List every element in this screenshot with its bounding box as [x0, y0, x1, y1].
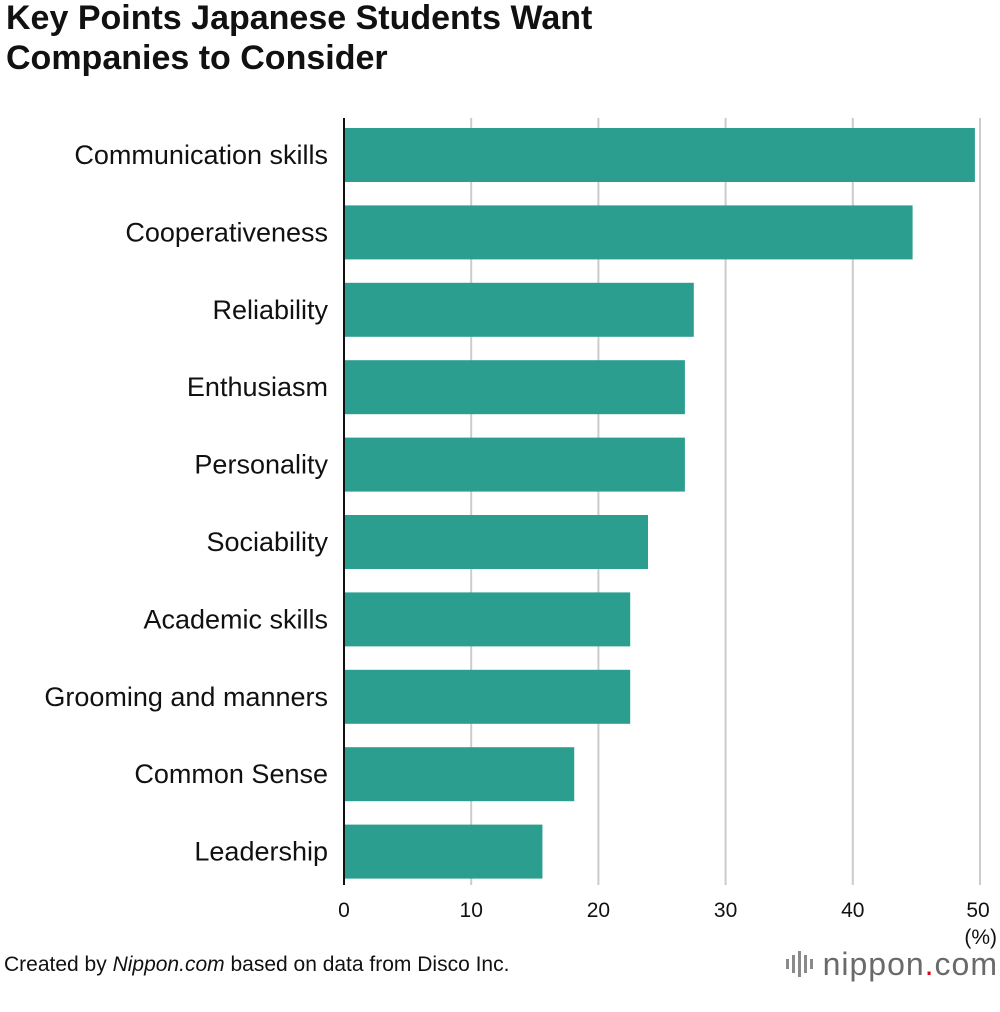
bar-sociability — [344, 515, 649, 569]
x-tick-label-50: 50 — [966, 899, 989, 922]
x-tick-label-10: 10 — [460, 899, 483, 922]
source-credit: Created by Nippon.com based on data from… — [4, 953, 509, 977]
bar-personality — [344, 437, 685, 492]
chart-title-line-2: Companies to Consider — [6, 39, 388, 77]
source-suffix: based on data from Disco Inc. — [224, 953, 510, 976]
bar-leadership — [344, 824, 543, 879]
bar-reliability — [344, 282, 694, 337]
bar-enthusiasm — [344, 360, 685, 415]
x-tick-label-40: 40 — [841, 899, 864, 922]
category-label-personality: Personality — [194, 450, 328, 480]
bar-grooming-and-manners — [344, 669, 631, 724]
category-label-common-sense: Common Sense — [134, 759, 328, 789]
x-tick-label-30: 30 — [714, 899, 737, 922]
chart-title: Key Points Japanese Students Want Compan… — [6, 0, 986, 78]
category-label-cooperativeness: Cooperativeness — [125, 217, 328, 247]
logo-name: nippon — [822, 945, 925, 982]
logo-tld: com — [934, 945, 998, 982]
bar-communication-skills — [344, 128, 975, 182]
category-label-leadership: Leadership — [194, 837, 328, 867]
bar-cooperativeness — [344, 205, 913, 260]
category-label-reliability: Reliability — [212, 295, 328, 325]
nippon-logo: nippon. com — [785, 944, 998, 984]
x-axis-ticks: 0 10 20 30 40 50 — [338, 899, 990, 922]
source-name: Nippon.com — [112, 953, 225, 976]
sound-bars-icon — [785, 949, 813, 979]
category-label-grooming-and-manners: Grooming and manners — [44, 682, 328, 712]
category-label-academic-skills: Academic skills — [143, 604, 328, 634]
x-tick-label-20: 20 — [587, 899, 610, 922]
x-axis-unit-label: (%) — [964, 926, 997, 949]
category-label-communication-skills: Communication skills — [74, 140, 328, 170]
chart-title-line-1: Key Points Japanese Students Want — [6, 0, 593, 37]
bars — [344, 128, 975, 879]
bar-academic-skills — [344, 592, 631, 647]
category-labels: Communication skills Cooperativeness Relia… — [44, 140, 328, 867]
bar-common-sense — [344, 747, 575, 802]
category-label-enthusiasm: Enthusiasm — [187, 372, 328, 402]
logo-dot: . — [924, 945, 935, 982]
source-prefix: Created by — [4, 953, 113, 976]
x-tick-label-0: 0 — [338, 899, 350, 922]
category-label-sociability: Sociability — [206, 527, 328, 557]
